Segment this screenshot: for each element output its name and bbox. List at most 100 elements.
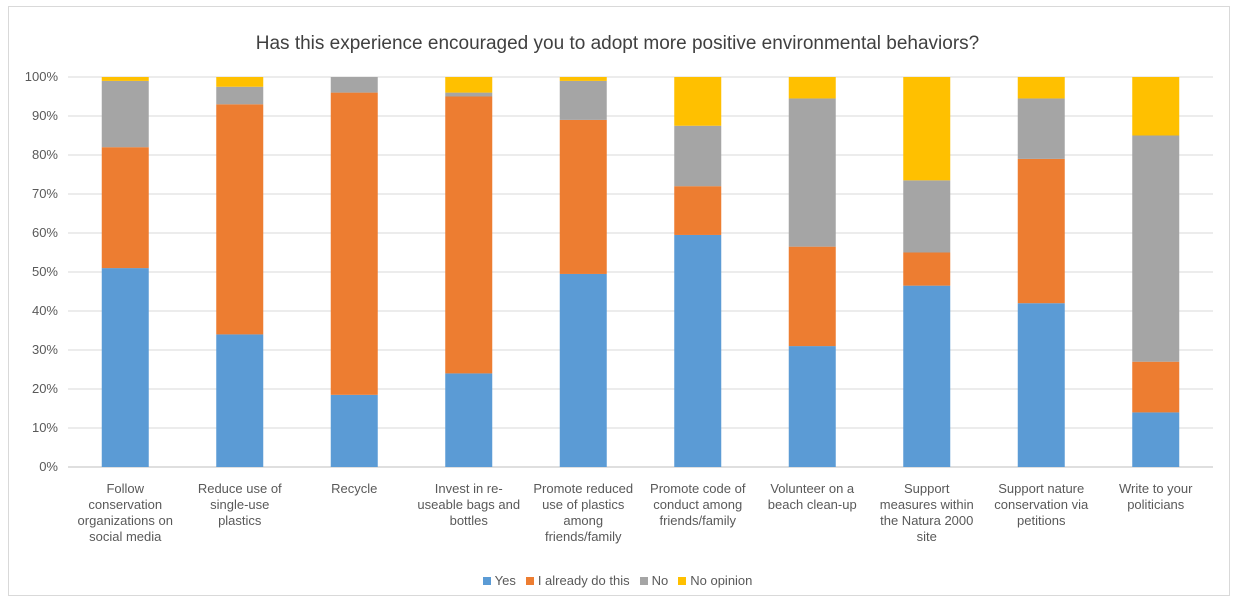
legend-label: No	[651, 573, 669, 588]
bar-segment-no-opinion	[674, 77, 722, 126]
x-axis: Follow conservation organizations on social…	[78, 481, 1194, 544]
bar-segment-i-already-do-this	[1132, 361, 1180, 413]
y-axis: 0% 10% 20% 30% 40% 50% 60% 70% 80% 90% 100%	[25, 69, 59, 474]
legend-label: Yes	[494, 573, 516, 588]
bar-segment-no-opinion	[101, 77, 149, 81]
x-tick-label: Invest in re-useable bags and bottles	[417, 481, 520, 528]
x-tick-label: Write to your politicians	[1119, 481, 1193, 512]
x-tick-label-line: single-use	[210, 497, 269, 512]
bar-segment-no-opinion	[216, 77, 264, 87]
bar-segment-no-opinion	[788, 77, 836, 99]
y-tick-label: 80%	[32, 147, 58, 162]
legend: Yes I already do this No No opinion	[0, 573, 1235, 588]
legend-item: I already do this	[525, 573, 630, 588]
bar-segment-yes	[216, 334, 264, 467]
x-tick-label: Volunteer on a beach clean-up	[768, 481, 857, 512]
x-tick-label-line: Reduce use of	[198, 481, 282, 496]
bars	[101, 77, 1180, 467]
bar-segment-no	[903, 180, 951, 253]
y-tick-label: 100%	[25, 69, 59, 84]
y-tick-label: 70%	[32, 186, 58, 201]
bar-segment-yes	[903, 285, 951, 467]
bar-segment-no	[1017, 98, 1065, 159]
x-tick-label-line: site	[917, 529, 937, 544]
x-tick-label-line: the Natura 2000	[880, 513, 973, 528]
legend-swatch	[639, 576, 648, 585]
bar-segment-yes	[445, 373, 493, 467]
bar-segment-i-already-do-this	[101, 147, 149, 269]
y-tick-label: 90%	[32, 108, 58, 123]
x-tick-label-line: conservation via	[994, 497, 1089, 512]
x-tick-label-line: petitions	[1017, 513, 1066, 528]
legend-item: Yes	[482, 573, 516, 588]
x-tick-label-line: politicians	[1127, 497, 1185, 512]
bar-segment-i-already-do-this	[445, 96, 493, 374]
bar-segment-no	[559, 80, 607, 120]
x-tick-label: Support measures within the Natura 2000 sit…	[880, 481, 974, 544]
legend-label: I already do this	[537, 573, 630, 588]
x-tick-label-line: use of plastics	[542, 497, 625, 512]
y-tick-label: 30%	[32, 342, 58, 357]
bar-segment-i-already-do-this	[1017, 158, 1065, 304]
bar-segment-no	[674, 125, 722, 187]
x-tick-label-line: beach clean-up	[768, 497, 857, 512]
y-tick-label: 60%	[32, 225, 58, 240]
y-tick-label: 10%	[32, 420, 58, 435]
x-tick-label-line: conservation	[88, 497, 162, 512]
bar-segment-i-already-do-this	[788, 246, 836, 347]
x-tick-label: Support nature conservation via petitions	[994, 481, 1089, 528]
bar-segment-no-opinion	[445, 77, 493, 93]
legend-swatch	[482, 576, 491, 585]
bar-segment-i-already-do-this	[903, 252, 951, 286]
y-tick-label: 20%	[32, 381, 58, 396]
y-tick-label: 0%	[39, 459, 58, 474]
x-tick-label: Reduce use of single-use plastics	[198, 481, 282, 528]
bar-segment-no	[788, 98, 836, 247]
x-tick-label-line: measures within	[880, 497, 974, 512]
x-tick-label-line: social media	[89, 529, 162, 544]
x-tick-label-line: Follow	[106, 481, 144, 496]
bar-segment-no-opinion	[1017, 77, 1065, 99]
x-tick-label-line: Recycle	[331, 481, 377, 496]
legend-label: No opinion	[690, 573, 753, 588]
bar-segment-no-opinion	[559, 77, 607, 81]
bar-segment-i-already-do-this	[216, 104, 264, 335]
y-tick-label: 50%	[32, 264, 58, 279]
x-tick-label-line: Support	[904, 481, 950, 496]
x-tick-label-line: friends/family	[545, 529, 622, 544]
x-tick-label-line: friends/family	[659, 513, 736, 528]
bar-segment-yes	[788, 346, 836, 467]
legend-swatch	[678, 576, 687, 585]
x-tick-label: Promote reduced use of plastics among frien…	[533, 481, 633, 544]
x-tick-label-line: Write to your	[1119, 481, 1193, 496]
bar-segment-i-already-do-this	[559, 119, 607, 274]
bar-segment-no	[330, 77, 378, 93]
legend-swatch	[525, 576, 534, 585]
x-tick-label: Follow conservation organizations on social…	[78, 481, 173, 544]
y-tick-label: 40%	[32, 303, 58, 318]
x-tick-label-line: bottles	[450, 513, 489, 528]
bar-segment-yes	[330, 394, 378, 467]
bar-segment-yes	[101, 268, 149, 467]
x-tick-label-line: organizations on	[78, 513, 173, 528]
x-tick-label-line: Promote code of	[650, 481, 746, 496]
bar-segment-no	[1132, 135, 1180, 362]
bar-segment-no-opinion	[1132, 77, 1180, 136]
bar-segment-no	[445, 92, 493, 97]
bar-segment-yes	[1132, 412, 1180, 467]
x-tick-label: Promote code of conduct among friends/fami…	[650, 481, 746, 528]
x-tick-label-line: Promote reduced	[533, 481, 633, 496]
legend-item: No	[639, 573, 669, 588]
bar-segment-i-already-do-this	[674, 186, 722, 235]
x-tick-label-line: Support nature	[998, 481, 1084, 496]
bar-segment-no	[216, 86, 264, 105]
bar-segment-no	[101, 80, 149, 148]
x-tick-label-line: conduct among	[653, 497, 742, 512]
legend-item: No opinion	[678, 573, 752, 588]
x-tick-label-line: Volunteer on a	[770, 481, 855, 496]
x-tick-label-line: Invest in re-	[435, 481, 503, 496]
bar-segment-yes	[1017, 303, 1065, 467]
bar-segment-yes	[674, 234, 722, 467]
x-tick-label-line: useable bags and	[417, 497, 520, 512]
